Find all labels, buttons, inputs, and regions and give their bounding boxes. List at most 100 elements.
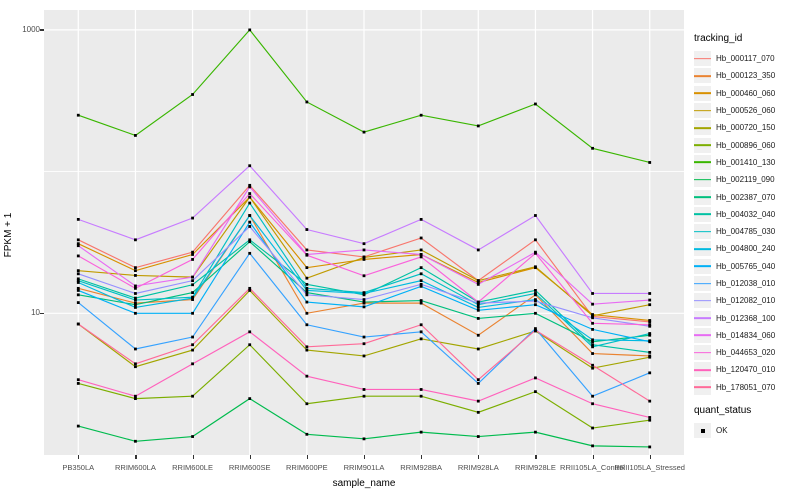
legend-item-label: Hb_120470_010 <box>716 365 776 375</box>
data-point <box>191 343 194 347</box>
data-point <box>476 435 480 438</box>
data-point <box>76 242 80 246</box>
legend-title-tracking-id: tracking_id <box>694 33 743 44</box>
data-point <box>591 352 594 355</box>
legend-item-label: Hb_004785_030 <box>716 227 776 237</box>
series-color-line-icon <box>694 196 711 198</box>
legend-item-Hb_000720_150: Hb_000720_150 <box>694 119 775 136</box>
legend-key-swatch <box>694 276 711 291</box>
legend-key-swatch <box>694 103 711 119</box>
legend-item-Hb_044653_020: Hb_044653_020 <box>694 344 775 361</box>
data-point <box>648 323 652 327</box>
legend-item-Hb_002387_070: Hb_002387_070 <box>694 188 775 205</box>
legend-item-Hb_004800_240: Hb_004800_240 <box>694 240 775 257</box>
legend-item-Hb_000460_060: Hb_000460_060 <box>694 85 775 102</box>
x-axis-tick <box>478 455 480 459</box>
legend-item-label: Hb_002387_070 <box>716 192 776 202</box>
data-point <box>419 323 423 327</box>
x-tick-label-RRII105LA_Control: RRII105LA_Control <box>560 463 626 472</box>
legend-key-swatch <box>694 172 711 188</box>
data-point <box>534 251 537 255</box>
data-point <box>476 382 480 385</box>
legend-key-swatch <box>694 258 711 274</box>
data-point <box>134 296 137 300</box>
series-color-line-icon <box>694 351 711 354</box>
data-point <box>362 354 366 358</box>
legend-items: Hb_000117_070 Hb_000123_350 Hb_000460_060 H… <box>694 50 775 396</box>
x-tick-label-RRIM928LA: RRIM928LA <box>457 463 499 472</box>
legend-item-ok: OK <box>694 422 775 439</box>
data-point <box>419 113 423 117</box>
data-point <box>248 192 252 195</box>
data-point <box>419 430 423 434</box>
data-point <box>305 311 309 315</box>
data-point <box>191 298 194 301</box>
data-point <box>134 394 137 398</box>
legend-item-Hb_004785_030: Hb_004785_030 <box>694 223 775 240</box>
legend-item-label: Hb_000460_060 <box>716 88 776 98</box>
x-tick-label-PB350LA: PB350LA <box>62 463 95 472</box>
data-point <box>591 292 594 295</box>
data-point <box>305 228 309 231</box>
data-point <box>648 416 652 419</box>
data-point <box>248 220 252 224</box>
data-point <box>362 437 366 441</box>
x-tick-label-RRII105LA_Stressed: RRII105LA_Stressed <box>614 463 685 472</box>
legend-item-label: Hb_001410_130 <box>716 157 776 167</box>
data-point <box>134 286 137 290</box>
data-point <box>419 284 423 288</box>
data-point <box>76 254 80 258</box>
data-point <box>591 302 594 306</box>
legend-key-swatch <box>694 68 711 84</box>
data-point <box>476 282 480 286</box>
data-point <box>76 281 80 284</box>
series-color-line-icon <box>694 178 711 181</box>
data-point <box>648 418 652 422</box>
data-point <box>191 362 194 366</box>
data-point <box>76 382 80 385</box>
legend-key-swatch <box>694 241 711 257</box>
legend-item-Hb_000896_060: Hb_000896_060 <box>694 136 775 153</box>
data-point <box>362 130 366 134</box>
data-point <box>305 323 309 327</box>
legend-key-swatch <box>694 345 711 361</box>
legend-item-label: Hb_012368_100 <box>716 313 776 323</box>
data-point <box>134 274 137 277</box>
legend-item-label: Hb_000117_070 <box>716 54 775 64</box>
data-point <box>134 362 137 366</box>
legend-key-swatch <box>694 379 711 395</box>
data-point <box>191 93 194 96</box>
data-point <box>362 342 366 346</box>
legend-item-Hb_120470_010: Hb_120470_010 <box>694 361 775 378</box>
series-color-line-icon <box>694 248 711 250</box>
data-point <box>648 340 652 344</box>
legend-item-label: OK <box>716 426 728 436</box>
data-point <box>305 282 309 286</box>
data-point <box>134 298 137 302</box>
legend-item-label: Hb_178051_070 <box>716 382 776 392</box>
data-point <box>191 348 194 352</box>
series-color-line-icon <box>694 213 711 216</box>
legend-item-Hb_000117_070: Hb_000117_070 <box>694 50 775 67</box>
legend-key-swatch <box>694 85 711 101</box>
data-point <box>476 378 480 382</box>
series-color-line-icon <box>694 386 711 389</box>
data-point <box>134 238 137 242</box>
data-point <box>134 134 137 137</box>
x-tick-label-RRIM901LA: RRIM901LA <box>343 463 385 472</box>
data-point <box>305 289 309 292</box>
data-point <box>362 258 366 261</box>
data-point <box>134 266 137 270</box>
x-tick-label-RRIM928BA: RRIM928BA <box>400 463 442 472</box>
data-point <box>76 322 80 326</box>
data-point <box>248 28 252 32</box>
data-point <box>134 269 137 273</box>
legend-item-label: Hb_004032_040 <box>716 209 776 219</box>
legend-item-label: Hb_004800_240 <box>716 244 776 254</box>
data-point <box>362 305 366 309</box>
data-point <box>248 397 252 401</box>
legend-item-Hb_012082_010: Hb_012082_010 <box>694 292 775 309</box>
data-point <box>648 350 652 354</box>
data-point <box>362 248 366 252</box>
data-point <box>362 335 366 339</box>
